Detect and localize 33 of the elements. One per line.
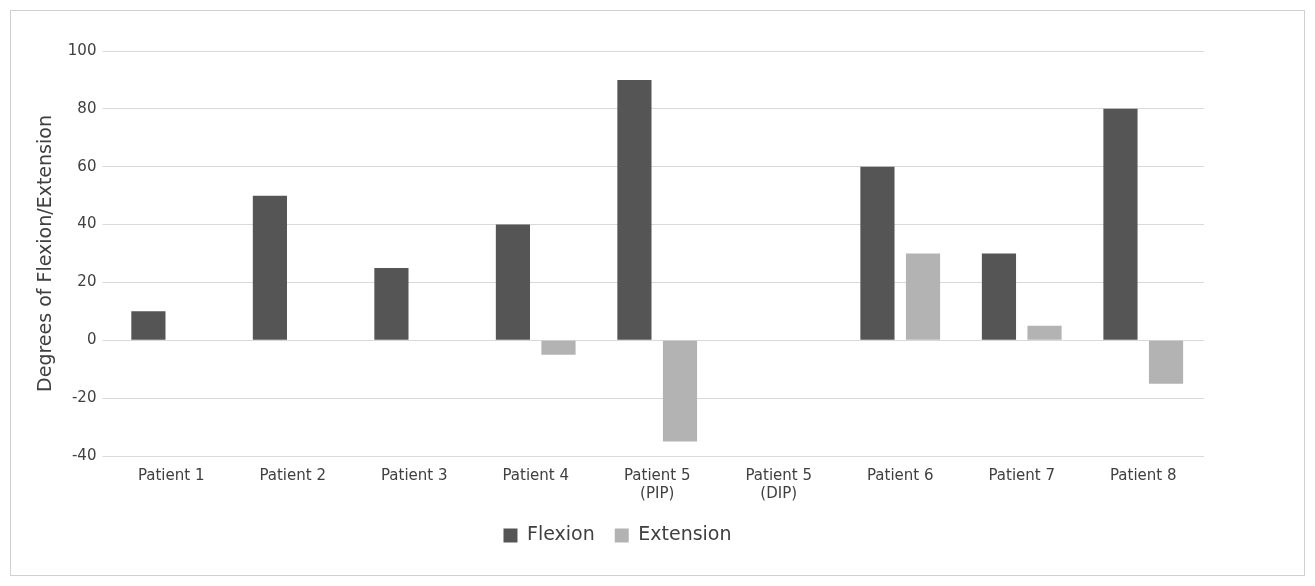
- bar: [541, 340, 576, 355]
- bar: [662, 340, 698, 442]
- y-axis-title: Degrees of Flexion/Extension: [33, 115, 56, 392]
- x-tick-label: Patient 7: [988, 465, 1056, 484]
- bar: [131, 311, 166, 340]
- y-tick-label: -40: [71, 445, 97, 464]
- y-tick-label: 100: [67, 40, 97, 59]
- legend-label: Extension: [638, 522, 732, 545]
- x-tick-label: Patient 6: [866, 465, 934, 484]
- x-tick-label: Patient 5 (PIP): [623, 465, 691, 502]
- bar: [905, 253, 941, 340]
- bar: [1103, 108, 1138, 340]
- x-tick-label: Patient 4: [502, 465, 569, 484]
- y-tick-label: 20: [77, 272, 97, 291]
- bar: [252, 195, 287, 340]
- x-tick-label: Patient 3: [380, 465, 448, 484]
- y-tick-label: 40: [77, 214, 97, 233]
- y-tick-label: 60: [77, 156, 97, 175]
- y-tick-label: 80: [77, 98, 97, 117]
- legend-label: Flexion: [526, 522, 595, 545]
- bar: [374, 267, 409, 340]
- bar: [1148, 340, 1184, 384]
- y-tick-label: -20: [71, 388, 97, 407]
- y-tick-label: 0: [86, 330, 97, 349]
- bar: [617, 79, 652, 340]
- x-tick-label: Patient 5 (DIP): [745, 465, 812, 502]
- x-tick-label: Patient 2: [259, 465, 326, 484]
- x-tick-label: Patient 1: [137, 465, 205, 484]
- bar: [1027, 325, 1062, 340]
- bar: [495, 224, 531, 340]
- bar: [860, 166, 895, 340]
- bar: [981, 253, 1017, 340]
- x-tick-label: Patient 8: [1109, 465, 1177, 484]
